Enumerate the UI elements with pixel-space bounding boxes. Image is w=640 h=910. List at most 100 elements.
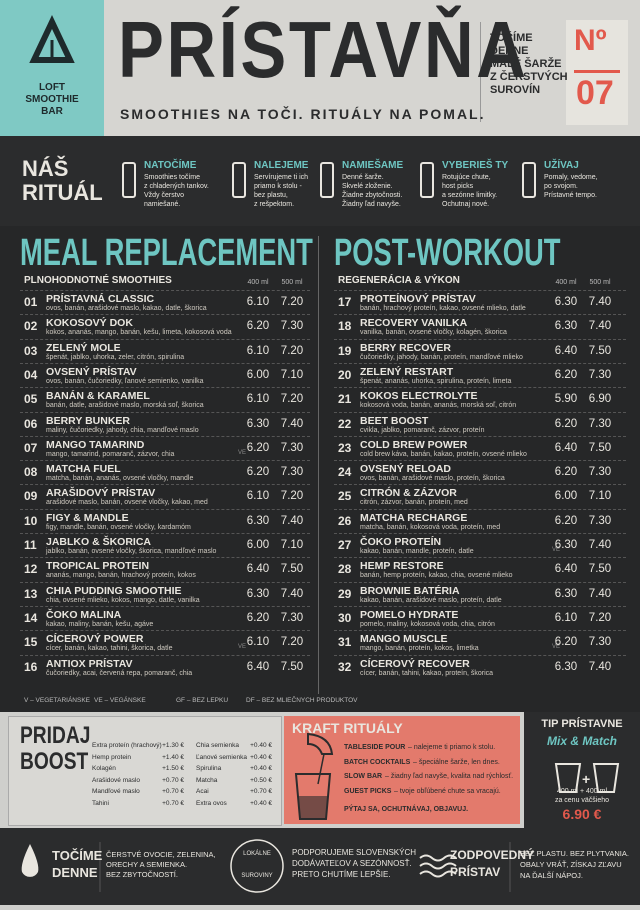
ritual-step-text: Rotujúce chute, <box>442 174 491 181</box>
column-divider <box>318 236 319 694</box>
logo-panel <box>0 0 104 136</box>
item-price: 7.40 <box>588 660 612 673</box>
legend-item: V – VEGETARIÁNSKE <box>24 697 90 704</box>
row-divider <box>20 605 310 607</box>
item-price: 6.10 <box>554 611 578 624</box>
item-price: 6.10 <box>246 636 270 649</box>
footer-title: DENNE <box>52 865 98 880</box>
item-price: 7.30 <box>588 368 612 381</box>
item-name: KOKOS ELECTROLYTE <box>360 390 478 403</box>
row-divider <box>334 338 626 340</box>
item-name: JABLKO & ŠKORICA <box>46 536 152 548</box>
tip-title: TIP PRÍSTAVNE <box>541 718 623 730</box>
item-number: 05 <box>24 392 38 407</box>
tip-text: za cenu väčšieho <box>554 797 610 804</box>
item-price: 6.00 <box>554 490 578 503</box>
ritual-step-text: Denné šarže. <box>342 174 384 181</box>
header-bg <box>0 0 640 136</box>
claim-line: Z ČERSTVÝCH <box>490 71 568 83</box>
item-price: 6.20 <box>246 611 270 624</box>
ritual-step-title: UŽÍVAJ <box>544 160 579 171</box>
row-divider <box>20 630 310 632</box>
tip-text: 400 ml + 400 ml <box>557 788 607 795</box>
kraft-box <box>284 716 520 824</box>
item-price: 6.10 <box>246 296 270 308</box>
item-number: 21 <box>338 392 352 407</box>
ritual-step-title: VYBERIEŠ TY <box>442 160 509 171</box>
ritual-icon <box>122 162 136 198</box>
item-tags: VE <box>238 644 247 651</box>
item-name: HEMP RESTORE <box>360 560 444 573</box>
ritual-step-text: z chladených tankov. <box>144 183 209 190</box>
item-number: 23 <box>338 440 352 455</box>
kraft-item-text: – nalejeme ti priamo k stolu. <box>408 744 496 751</box>
legend-item: GF – BEZ LEPKU <box>176 697 229 704</box>
badge-text: LOKÁLNE <box>243 851 271 857</box>
item-name: CÍCEROVÝ RECOVER <box>360 657 470 670</box>
ritual-icon <box>232 162 246 198</box>
item-name: OVSENÝ RELOAD <box>360 463 452 476</box>
row-divider <box>334 314 626 316</box>
ritual-step-text: Prístavné tempo. <box>544 192 597 199</box>
footer-icons <box>21 839 511 893</box>
badge-ring <box>230 839 284 893</box>
item-name: BROWNIE BATÉRIA <box>360 584 460 597</box>
row-divider <box>334 362 626 364</box>
item-price: 6.10 <box>246 344 270 357</box>
item-ingredients: figy, mandle, banán, ovsené vločky, kard… <box>46 523 191 531</box>
item-number: 29 <box>338 586 352 601</box>
item-price: 7.40 <box>280 514 304 527</box>
kraft-item-text: – špeciálne šarže, len dnes. <box>413 758 500 766</box>
item-name: BANÁN & KARAMEL <box>46 390 150 403</box>
ritual-step-title: NAMIEŠAME <box>342 160 404 171</box>
footer-bg <box>0 828 640 905</box>
item-price: 6.30 <box>246 514 270 527</box>
item-ingredients: pomelo, maliny, kokosová voda, chia, cit… <box>360 620 495 628</box>
item-number: 15 <box>24 635 38 650</box>
logo-text: SMOOTHIE <box>25 94 79 105</box>
size-label: 400 ml <box>247 279 269 286</box>
item-name: CHIA PUDDING SMOOTHIE <box>46 584 182 597</box>
row-divider <box>20 338 310 340</box>
boost-price: +0.40 € <box>250 742 272 749</box>
item-number: 24 <box>338 465 352 480</box>
item-ingredients: matcha, banán, ananás, ovsené vločky, ma… <box>46 475 194 483</box>
issue-rule <box>574 70 620 73</box>
item-name: ANTIOX PRÍSTAV <box>46 657 133 670</box>
item-price: 7.50 <box>280 563 304 576</box>
item-number: 28 <box>338 562 352 577</box>
item-number: 19 <box>338 343 352 358</box>
item-price: 7.30 <box>588 636 612 649</box>
ritual-step-text: Skvelé zloženie. <box>342 183 393 190</box>
item-name: MANGO MUSCLE <box>360 633 448 646</box>
item-ingredients: kokosová voda, banán, ananás, morská soľ… <box>360 402 517 410</box>
boost-price: +0.70 € <box>162 788 184 795</box>
item-price: 6.20 <box>246 466 270 479</box>
row-divider <box>334 411 626 413</box>
item-number: 32 <box>338 659 352 674</box>
section-subtitle: REGENERÁCIA & VÝKON <box>338 275 460 286</box>
issue-label: Nº <box>574 24 607 57</box>
item-ingredients: citrón, zázvor, banán, proteín, med <box>360 499 468 507</box>
row-divider <box>20 557 310 559</box>
row-divider <box>20 314 310 316</box>
cup-fill <box>298 796 328 819</box>
item-price: 6.30 <box>246 417 270 430</box>
item-price: 7.40 <box>588 539 612 551</box>
ritual-icon <box>320 162 334 198</box>
ritual-step-title: NALEJEME <box>254 160 309 171</box>
title: PRÍSTAVŇA <box>118 5 529 94</box>
item-number: 25 <box>338 489 352 504</box>
item-name: MATCHA RECHARGE <box>360 511 468 524</box>
tip-box: + <box>524 712 640 828</box>
item-ingredients: kokos, ananás, mango, banán, kešu, limet… <box>46 329 232 337</box>
ritual-step-text: a sezónne limitky. <box>442 192 498 199</box>
item-name: TROPICAL PROTEIN <box>46 560 150 573</box>
item-name: BEET BOOST <box>360 414 429 427</box>
item-number: 03 <box>24 343 38 358</box>
item-number: 22 <box>338 416 352 431</box>
item-ingredients: cícer, banán, kakao, tahini, škorica, da… <box>46 645 173 653</box>
item-name: BERRY BUNKER <box>46 414 131 427</box>
footer-text: NA ĎALŠÍ NÁPOJ. <box>520 871 583 880</box>
